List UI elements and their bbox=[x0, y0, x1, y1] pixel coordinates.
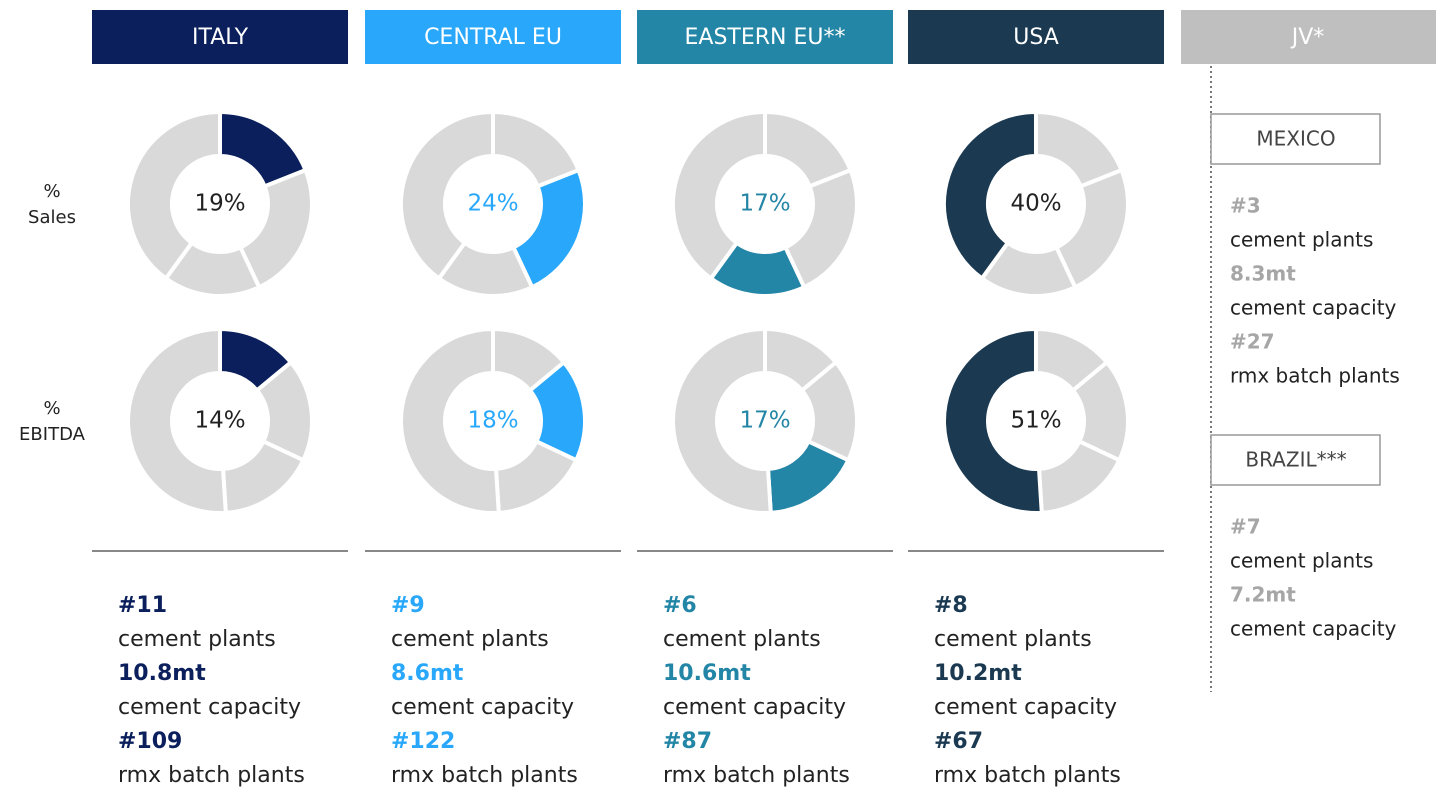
region-header-box bbox=[92, 10, 348, 64]
stat-number: #67 bbox=[934, 729, 983, 754]
stat-text: rmx batch plants bbox=[934, 763, 1121, 788]
donut-center-label: 24% bbox=[467, 191, 518, 217]
stat-text: rmx batch plants bbox=[118, 763, 305, 788]
donut-center-label: 18% bbox=[467, 408, 518, 434]
jv-stat-text: cement plants bbox=[1230, 228, 1373, 252]
row-label: % Sales bbox=[28, 181, 76, 228]
stat-text: cement plants bbox=[118, 627, 276, 652]
jv-header: JV* bbox=[1290, 25, 1325, 50]
region-header: ITALY bbox=[192, 25, 249, 50]
donut-center-label: 17% bbox=[739, 408, 790, 434]
region-header: USA bbox=[1013, 25, 1059, 50]
stat-text: cement capacity bbox=[934, 695, 1117, 720]
stat-text: rmx batch plants bbox=[663, 763, 850, 788]
region-header-box bbox=[908, 10, 1164, 64]
country-box bbox=[1210, 434, 1381, 486]
stat-text: rmx batch plants bbox=[391, 763, 578, 788]
donut-segment bbox=[126, 326, 228, 515]
stat-number: 8.6mt bbox=[391, 661, 464, 686]
jv-stat-text: rmx batch plants bbox=[1230, 364, 1400, 388]
donut-segment bbox=[671, 109, 767, 282]
region-header: CENTRAL EU bbox=[424, 25, 562, 50]
donut-segment bbox=[510, 167, 587, 290]
stat-number: #11 bbox=[118, 593, 167, 618]
country-name: BRAZIL*** bbox=[1245, 448, 1346, 472]
jv-stat-number: 7.2mt bbox=[1230, 583, 1296, 607]
stat-number: #109 bbox=[118, 729, 182, 754]
region-header-box bbox=[365, 10, 621, 64]
jv-stat-text: cement plants bbox=[1230, 549, 1373, 573]
donut-center-label: 40% bbox=[1010, 191, 1061, 217]
donut-segment bbox=[126, 109, 222, 282]
stat-number: #87 bbox=[663, 729, 712, 754]
country-name: MEXICO bbox=[1256, 127, 1335, 151]
donut-segment bbox=[1053, 167, 1130, 290]
jv-stat-number: #3 bbox=[1230, 194, 1261, 218]
jv-stat-text: cement capacity bbox=[1230, 296, 1397, 320]
region-header-box bbox=[637, 10, 893, 64]
stat-text: cement capacity bbox=[663, 695, 846, 720]
donut-center-label: 19% bbox=[194, 191, 245, 217]
donut-segment bbox=[399, 109, 495, 282]
jv-stat-number: #27 bbox=[1230, 330, 1275, 354]
donut-center-label: 17% bbox=[739, 191, 790, 217]
stat-text: cement plants bbox=[934, 627, 1092, 652]
stat-number: #6 bbox=[663, 593, 697, 618]
stat-number: 10.2mt bbox=[934, 661, 1022, 686]
donut-center-label: 14% bbox=[194, 408, 245, 434]
jv-stat-number: 8.3mt bbox=[1230, 262, 1296, 286]
donut-segment bbox=[237, 167, 314, 290]
stat-text: cement capacity bbox=[118, 695, 301, 720]
donut-segment bbox=[671, 326, 773, 515]
jv-stat-number: #7 bbox=[1230, 515, 1261, 539]
stat-number: 10.8mt bbox=[118, 661, 206, 686]
row-label: % EBITDA bbox=[19, 398, 86, 445]
stat-number: #9 bbox=[391, 593, 425, 618]
stat-number: 10.6mt bbox=[663, 661, 751, 686]
country-box bbox=[1210, 113, 1381, 165]
stat-text: cement plants bbox=[391, 627, 549, 652]
donut-segment bbox=[399, 326, 501, 515]
stat-text: cement capacity bbox=[391, 695, 574, 720]
stat-number: #122 bbox=[391, 729, 455, 754]
jv-stat-text: cement capacity bbox=[1230, 617, 1397, 641]
stat-number: #8 bbox=[934, 593, 968, 618]
region-header: EASTERN EU** bbox=[685, 25, 846, 50]
donut-segment bbox=[782, 167, 859, 290]
donut-center-label: 51% bbox=[1010, 408, 1061, 434]
jv-header-box bbox=[1181, 10, 1436, 64]
stat-text: cement plants bbox=[663, 627, 821, 652]
donut-segment bbox=[942, 326, 1044, 515]
donut-segment bbox=[942, 109, 1038, 282]
